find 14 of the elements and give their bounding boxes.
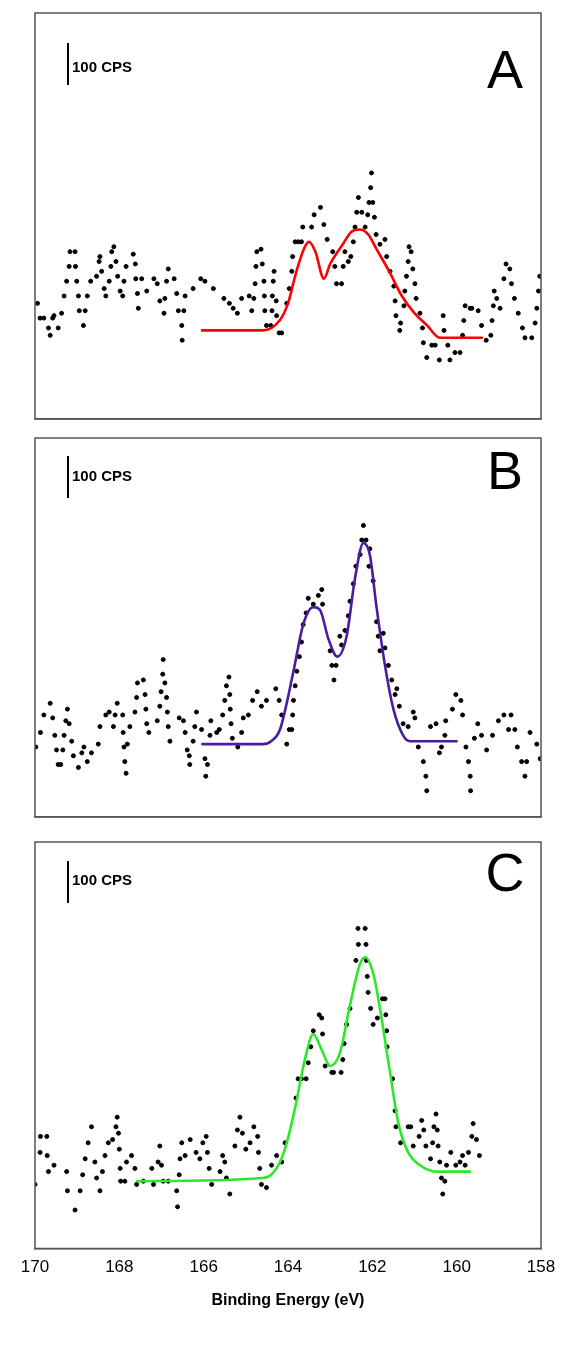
chart-title: C: [485, 841, 525, 902]
x-tick-label: 162: [358, 1257, 387, 1277]
x-tick-label: 160: [442, 1257, 471, 1277]
x-tick-label: 166: [189, 1257, 218, 1277]
chart-title: A: [486, 38, 524, 99]
x-tick-label: 170: [20, 1257, 50, 1277]
x-tick-label: 158: [526, 1257, 556, 1277]
x-axis-title: Binding Energy (eV): [211, 1290, 365, 1308]
text: 100 CPS: [72, 58, 133, 76]
text: 100 CPS: [72, 871, 133, 889]
text: 100 CPS: [72, 467, 133, 485]
x-tick-label: 168: [105, 1257, 134, 1277]
x-tick-label: 164: [273, 1257, 303, 1277]
chart-title: B: [486, 439, 524, 500]
